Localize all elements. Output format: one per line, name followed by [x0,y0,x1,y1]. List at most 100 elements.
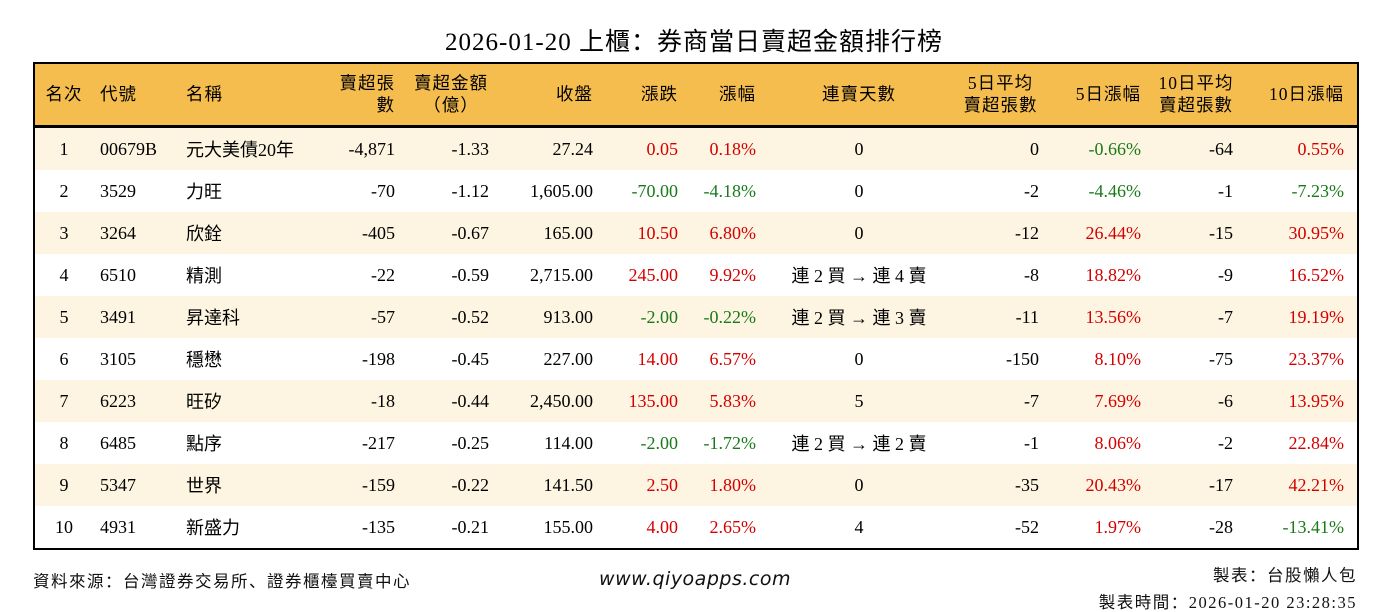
col-header-pct5: 5日漲幅 [1048,63,1150,128]
cell-pct10: 23.37% [1288,348,1345,369]
cell-pct5: 8.10% [1094,348,1142,369]
cell-avg10-sell-volume: -17 [1209,474,1233,495]
col-header-label: 連賣天數 [822,83,896,104]
cell-pct10: -13.41% [1282,516,1345,537]
table-row: 7 6223 旺矽 -18 -0.44 2,450.00 135.00 5.83% 5 -7 7.6… [34,380,1358,422]
cell-change-pct: 1.80% [709,474,757,495]
cell-name: 點序 [186,434,222,454]
cell-sell-volume: -57 [371,306,395,327]
cell-avg10-sell-volume: -75 [1209,348,1233,369]
ranking-table: 名次 代號 名稱 賣超張數 賣超金額 （億） 收盤 漲跌 漲幅 連賣天數 5日平均 賣超張數 5日漲幅 1… [33,62,1359,550]
cell-rank: 10 [55,516,73,537]
cell-close: 141.50 [543,474,594,495]
cell-avg5-sell-volume: -11 [1015,306,1039,327]
cell-sell-volume: -198 [362,348,395,369]
cell-name: 欣銓 [186,224,222,244]
cell-avg5-sell-volume: -8 [1024,264,1039,285]
cell-pct10: 16.52% [1288,264,1345,285]
cell-close: 2,715.00 [530,264,593,285]
cell-avg10-sell-volume: -1 [1218,180,1233,201]
col-header-label: 10日漲幅 [1269,83,1344,104]
cell-pct10: 22.84% [1288,432,1345,453]
col-header-sell-amount: 賣超金額 （億） [404,63,498,128]
cell-name: 旺矽 [186,392,222,412]
cell-pct5: 26.44% [1085,222,1142,243]
col-header-close: 收盤 [498,63,602,128]
cell-sell-streak: 4 [854,516,864,537]
cell-close: 2,450.00 [530,390,593,411]
col-header-avg10-sell-volume: 10日平均 賣超張數 [1150,63,1242,128]
cell-pct5: -0.66% [1088,138,1142,159]
cell-rank: 3 [59,222,69,243]
cell-name: 元大美債20年 [186,140,294,160]
cell-code: 3264 [100,222,136,243]
table-row: 1 00679B 元大美債20年 -4,871 -1.33 27.24 0.05 0.18% 0… [34,126,1358,170]
col-header-name: 名稱 [179,63,326,128]
cell-close: 27.24 [552,138,594,159]
cell-avg5-sell-volume: -1 [1024,432,1039,453]
cell-change: -2.00 [640,306,679,327]
cell-close: 165.00 [543,222,594,243]
cell-sell-streak: 0 [854,138,864,159]
cell-sell-amount: -0.67 [451,222,490,243]
cell-change-pct: 9.92% [709,264,757,285]
cell-avg10-sell-volume: -6 [1218,390,1233,411]
table-row: 10 4931 新盛力 -135 -0.21 155.00 4.00 2.65% 4 -52 1.9… [34,506,1358,549]
col-header-sublabel: （億） [423,94,479,115]
cell-close: 227.00 [543,348,594,369]
col-header-code: 代號 [93,63,179,128]
cell-pct10: 13.95% [1288,390,1345,411]
col-header-label: 名稱 [186,83,223,104]
cell-change: 4.00 [646,516,679,537]
cell-pct5: 20.43% [1085,474,1142,495]
cell-sell-streak: 連 2 買 → 連 3 賣 [791,308,927,328]
table-header: 名次 代號 名稱 賣超張數 賣超金額 （億） 收盤 漲跌 漲幅 連賣天數 5日平均 賣超張數 5日漲幅 1… [34,63,1358,128]
cell-name: 昇達科 [186,308,240,328]
footer: 資料來源：台灣證券交易所、證券櫃檯買賣中心 www.qiyoapps.com 製… [33,562,1357,612]
cell-pct10: -7.23% [1291,180,1345,201]
cell-change: -2.00 [640,432,679,453]
cell-sell-volume: -159 [362,474,395,495]
table-row: 3 3264 欣銓 -405 -0.67 165.00 10.50 6.80% 0 -12 26.4… [34,212,1358,254]
cell-avg10-sell-volume: -64 [1209,138,1233,159]
cell-sell-volume: -405 [362,222,395,243]
cell-change-pct: -4.18% [703,180,757,201]
cell-pct10: 30.95% [1288,222,1345,243]
cell-avg10-sell-volume: -28 [1209,516,1233,537]
cell-close: 155.00 [543,516,594,537]
cell-change-pct: 6.80% [709,222,757,243]
cell-code: 6485 [100,432,136,453]
cell-sell-amount: -0.59 [451,264,490,285]
cell-code: 4931 [100,516,136,537]
col-header-label: 賣超張數 [339,72,395,115]
cell-sell-amount: -0.44 [451,390,490,411]
cell-rank: 4 [59,264,69,285]
cell-pct5: -4.46% [1088,180,1142,201]
cell-pct5: 8.06% [1094,432,1142,453]
cell-avg10-sell-volume: -2 [1218,432,1233,453]
table-row: 2 3529 力旺 -70 -1.12 1,605.00 -70.00 -4.18% 0 -2 -4… [34,170,1358,212]
credits-block: 製表：台股懶人包 製表時間：2026-01-20 23:28:35 [1099,562,1357,612]
cell-code: 6223 [100,390,136,411]
cell-avg5-sell-volume: -12 [1015,222,1039,243]
cell-sell-amount: -1.33 [451,138,490,159]
cell-name: 力旺 [186,182,222,202]
cell-rank: 7 [59,390,69,411]
cell-avg5-sell-volume: -2 [1024,180,1039,201]
cell-sell-streak: 0 [854,180,864,201]
cell-avg5-sell-volume: -7 [1024,390,1039,411]
cell-close: 913.00 [543,306,594,327]
data-source-note: 資料來源：台灣證券交易所、證券櫃檯買賣中心 [33,572,411,591]
cell-change: -70.00 [631,180,679,201]
cell-change: 2.50 [646,474,679,495]
cell-change: 10.50 [637,222,679,243]
cell-name: 穩懋 [186,350,222,370]
cell-close: 1,605.00 [530,180,593,201]
col-header-label: 5日平均 [967,72,1034,93]
cell-change-pct: 6.57% [709,348,757,369]
cell-sell-streak: 5 [854,390,864,411]
cell-name: 新盛力 [186,518,240,538]
cell-avg10-sell-volume: -15 [1209,222,1233,243]
cell-code: 6510 [100,264,136,285]
cell-sell-volume: -135 [362,516,395,537]
